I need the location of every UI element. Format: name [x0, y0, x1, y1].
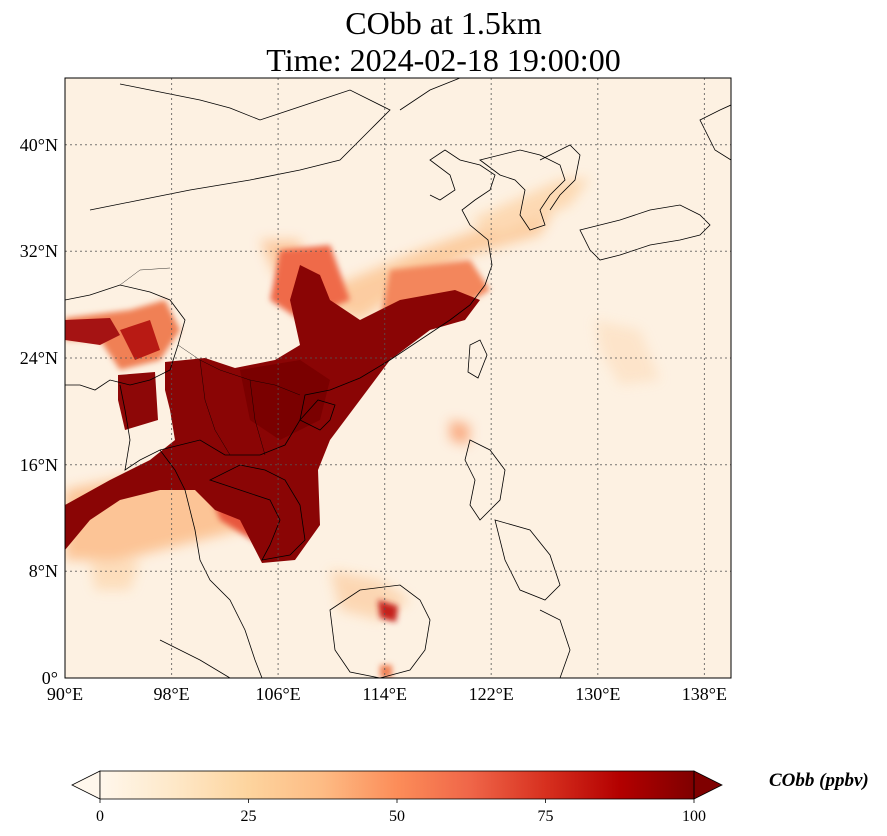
lat-tick-label: 16°N [20, 455, 58, 475]
colorbar-tick-label: 75 [538, 808, 554, 825]
coastlines [65, 78, 731, 678]
lon-tick-label: 122°E [469, 684, 514, 704]
lon-tick-label: 130°E [575, 684, 620, 704]
colorbar-extend-min [71, 770, 101, 800]
lat-tick-label: 24°N [20, 348, 58, 368]
colorbar-tick-label: 0 [96, 808, 104, 825]
colorbar-tick-label: 25 [241, 808, 257, 825]
lon-tick-labels: 90°E 98°E 106°E 114°E 122°E 130°E 138°E [47, 684, 727, 704]
lon-tick-label: 98°E [153, 684, 189, 704]
dense-plume-field [65, 265, 480, 563]
lat-tick-label: 0° [42, 668, 58, 688]
colorbar-label: CObb (ppbv) [769, 770, 869, 791]
gridlines [65, 78, 731, 678]
lon-tick-label: 114°E [362, 684, 407, 704]
colorbar-tick-label: 100 [682, 808, 706, 825]
colorbar: 0 25 50 75 100 [71, 770, 723, 825]
lon-tick-label: 106°E [255, 684, 300, 704]
map-subtitle-time: Time: 2024-02-18 19:00:00 [266, 42, 621, 78]
map-title: CObb at 1.5km [345, 5, 542, 41]
lat-tick-label: 8°N [29, 561, 58, 581]
colorbar-extend-max [693, 770, 723, 800]
lat-tick-labels: 0° 8°N 16°N 24°N 32°N 40°N [20, 135, 58, 688]
colorbar-tick-label: 50 [389, 808, 405, 825]
map-frame [64, 77, 732, 679]
lon-tick-label: 90°E [47, 684, 83, 704]
map-panel [65, 78, 731, 678]
lat-tick-label: 40°N [20, 135, 58, 155]
colorbar-ticks [99, 799, 695, 803]
lon-tick-label: 138°E [682, 684, 727, 704]
colorbar-gradient [100, 771, 694, 799]
lat-tick-label: 32°N [20, 241, 58, 261]
